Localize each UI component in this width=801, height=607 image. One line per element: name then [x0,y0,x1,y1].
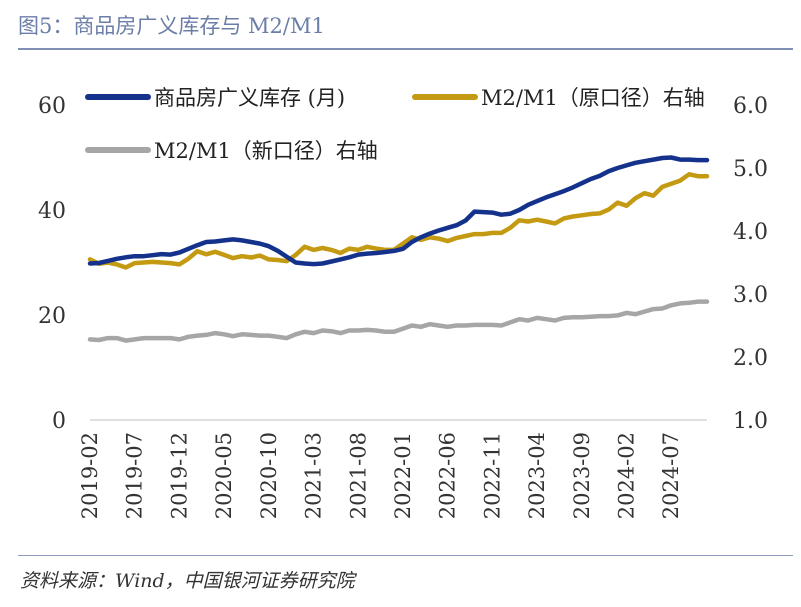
x-tick-label: 2023-09 [570,432,594,519]
x-tick-label: 2019-02 [78,432,102,519]
x-tick-label: 2024-02 [615,432,639,519]
x-axis: 2019-02 2019-07 2019-12 2020-05 2020-10 2021-… [78,432,683,519]
x-tick-label: 2022-01 [391,432,415,519]
title-rule [18,48,793,50]
x-tick-label: 2024-07 [659,432,683,519]
x-tick-label: 2022-06 [436,432,460,519]
y-left-tick-label: 60 [38,94,66,119]
x-tick-label: 2019-07 [123,432,147,519]
figure-title: 图5：商品房广义库存与 M2/M1 [18,14,325,38]
x-tick-label: 2019-12 [167,432,191,519]
y-right-tick-label: 5.0 [733,157,768,182]
series-line-0 [87,155,710,267]
x-tick-label: 2020-10 [257,432,281,519]
x-tick-label: 2023-04 [525,432,549,519]
series-line-2 [87,299,710,343]
x-tick-label: 2022-11 [480,432,504,519]
series-line-1 [87,172,710,270]
y-right-tick-label: 1.0 [733,409,768,434]
y-left-tick-label: 20 [38,304,66,329]
y-left-tick-label: 0 [52,409,66,434]
legend-label-1: M2/M1（原口径）右轴 [481,86,705,110]
legend-label-0: 商品房广义库存 (月) [154,86,345,110]
source-note: 资料来源：Wind，中国银河证券研究院 [20,570,355,592]
x-tick-label: 2020-05 [212,432,236,519]
legend: 商品房广义库存 (月) M2/M1（原口径）右轴 M2/M1（新口径）右轴 [85,86,705,163]
legend-label-2: M2/M1（新口径）右轴 [154,139,378,163]
y-axis-right: 1.0 2.0 3.0 4.0 5.0 6.0 [733,94,768,434]
y-axis-left: 0 20 40 60 [38,94,707,434]
y-right-tick-label: 2.0 [733,346,768,371]
y-right-tick-label: 6.0 [733,94,768,119]
y-right-tick-label: 3.0 [733,283,768,308]
plot-lines [87,155,710,343]
source-rule [18,555,793,556]
x-tick-label: 2021-08 [346,432,370,519]
y-left-tick-label: 40 [38,199,66,224]
x-tick-label: 2021-03 [302,432,326,519]
y-right-tick-label: 4.0 [733,220,768,245]
